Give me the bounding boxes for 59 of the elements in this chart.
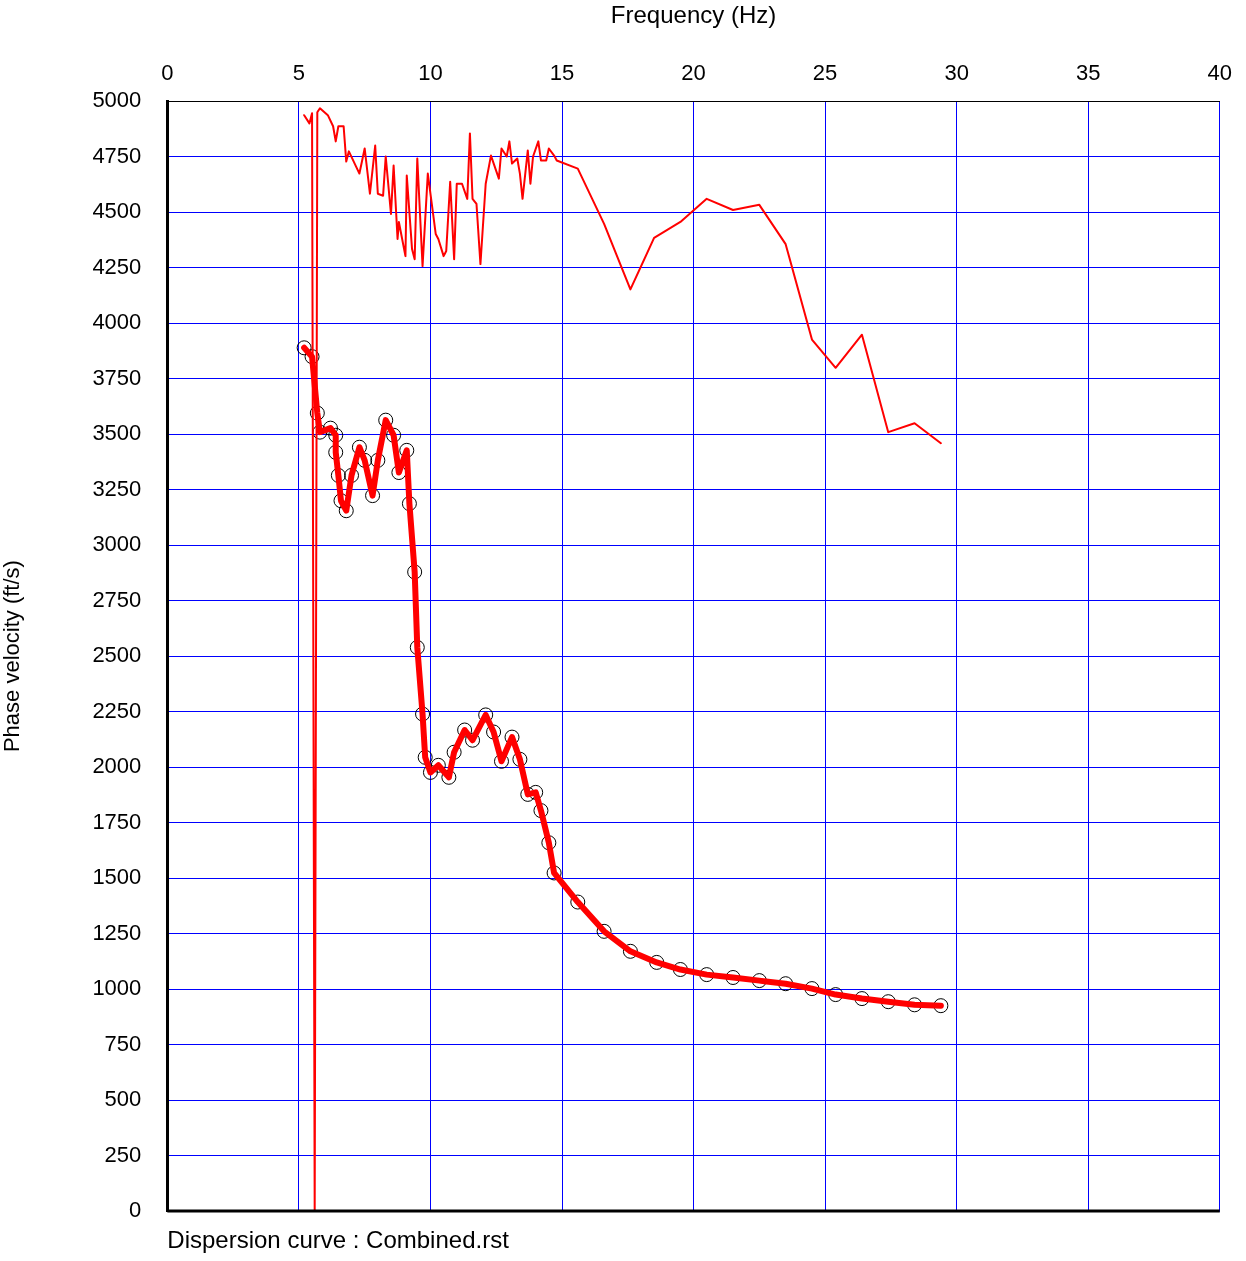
y-tick-label: 3250 — [92, 475, 142, 501]
point — [328, 444, 344, 460]
point — [622, 943, 638, 959]
x-tick-label: 40 — [1207, 60, 1233, 86]
point — [778, 976, 794, 992]
y-tick-label: 2750 — [92, 586, 142, 612]
x-tick-label: 10 — [418, 60, 443, 86]
x-tick-label: 0 — [161, 60, 174, 86]
y-tick-label: 1250 — [92, 919, 142, 945]
x-tick-label: 20 — [681, 60, 706, 86]
y-tick-label: 4000 — [92, 309, 142, 335]
point — [933, 998, 949, 1014]
y-axis-title: Phase velocity (ft/s) — [0, 560, 25, 753]
point — [828, 987, 844, 1003]
point — [649, 954, 665, 970]
x-tick-label: 15 — [549, 60, 575, 86]
x-tick-label: 5 — [292, 60, 306, 86]
point — [457, 722, 473, 738]
x-axis-title: Frequency (Hz) — [610, 1, 777, 29]
y-tick-label: 500 — [104, 1086, 142, 1112]
point — [422, 764, 438, 780]
point — [322, 420, 338, 436]
point — [465, 732, 481, 748]
point — [596, 923, 612, 939]
y-tick-label: 0 — [129, 1197, 142, 1223]
point — [672, 962, 688, 978]
y-tick-label: 4750 — [92, 142, 142, 168]
y-tick-label: 3000 — [92, 531, 142, 557]
point — [541, 835, 557, 851]
point — [330, 467, 346, 483]
y-tick-label: 2500 — [92, 642, 142, 668]
point — [478, 707, 494, 723]
point — [386, 427, 402, 443]
point — [328, 427, 344, 443]
y-tick-label: 750 — [104, 1030, 142, 1056]
y-tick-label: 4500 — [92, 198, 142, 224]
point — [570, 894, 586, 910]
y-tick-label: 2250 — [92, 697, 142, 723]
y-tick-label: 2000 — [92, 753, 142, 779]
point — [533, 803, 549, 819]
x-tick-label: 25 — [812, 60, 838, 86]
y-tick-label: 250 — [104, 1141, 142, 1167]
y-tick-label: 5000 — [92, 87, 142, 113]
point — [512, 751, 528, 767]
point — [415, 706, 431, 722]
point — [365, 488, 381, 504]
x-tick-label: 30 — [944, 60, 969, 86]
y-tick-label: 3750 — [92, 364, 142, 390]
x-tick-label: 35 — [1075, 60, 1101, 86]
point — [401, 496, 417, 512]
point — [804, 981, 820, 997]
point — [407, 564, 423, 580]
y-tick-label: 3500 — [92, 420, 142, 446]
point — [399, 442, 415, 458]
y-tick-label: 4250 — [92, 253, 142, 279]
y-tick-label: 1000 — [92, 975, 142, 1001]
y-tick-label: 1500 — [92, 864, 142, 890]
text: Dispersion curve : Combined.rst — [167, 1225, 510, 1253]
y-tick-label: 1750 — [92, 808, 142, 834]
